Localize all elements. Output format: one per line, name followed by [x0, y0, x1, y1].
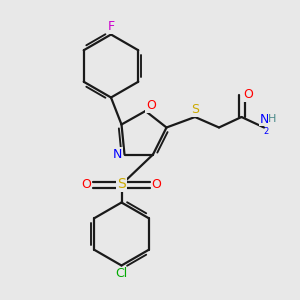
- Text: O: O: [152, 178, 161, 191]
- Text: H: H: [268, 114, 277, 124]
- Text: N: N: [259, 112, 269, 126]
- Text: O: O: [82, 178, 91, 191]
- Text: 2: 2: [264, 127, 269, 136]
- Text: Cl: Cl: [116, 267, 128, 280]
- Text: O: O: [146, 99, 156, 112]
- Text: F: F: [107, 20, 115, 34]
- Text: O: O: [243, 88, 253, 101]
- Text: S: S: [117, 178, 126, 191]
- Text: S: S: [191, 103, 199, 116]
- Text: N: N: [113, 148, 123, 161]
